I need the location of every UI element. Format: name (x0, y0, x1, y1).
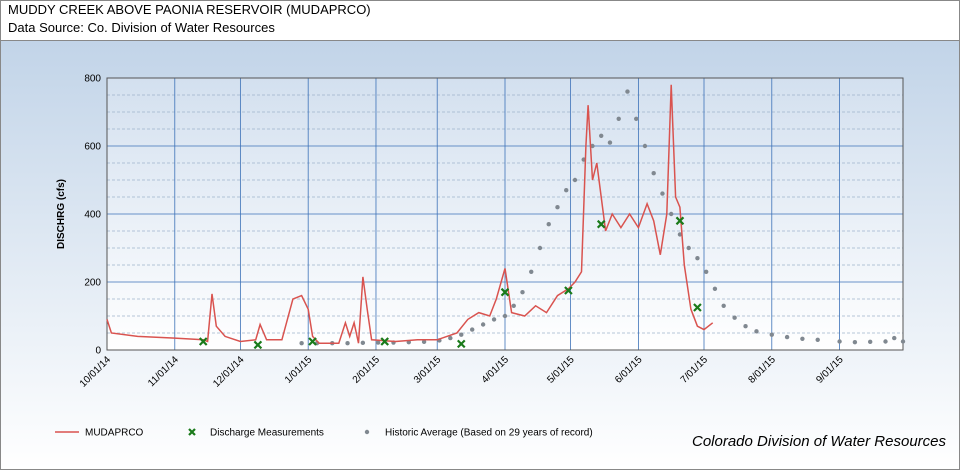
historic-point (469, 327, 475, 332)
header (0, 0, 960, 41)
historic-point (677, 232, 683, 237)
series-line (106, 84, 714, 344)
historic-point (537, 245, 543, 251)
measurement-point (308, 337, 317, 346)
historic-point (572, 177, 578, 183)
historic-point (511, 303, 516, 308)
legend-label: Discharge Measurements (210, 428, 324, 439)
historic-point (529, 269, 534, 274)
chart-title: MUDDY CREEK ABOVE PAONIA RESERVOIR (MUDA… (8, 2, 371, 17)
historic-point (375, 340, 381, 345)
historic-point (686, 245, 691, 251)
historic-point (721, 303, 726, 308)
historic-point (695, 256, 700, 261)
measurement-point (456, 339, 466, 349)
y-tick-label: 400 (84, 210, 101, 221)
historic-point (660, 191, 665, 196)
historic-point (754, 329, 759, 334)
historic-point (900, 339, 906, 344)
measurement-point (693, 303, 702, 312)
historic-point (651, 171, 656, 176)
historic-point (345, 341, 350, 346)
historic-point (800, 336, 805, 341)
historic-point (837, 339, 842, 344)
historic-point (599, 133, 604, 138)
historic-point (784, 334, 790, 340)
measurement-point (380, 337, 390, 346)
historic-point (299, 341, 304, 346)
historic-point (642, 143, 648, 149)
historic-point (867, 339, 873, 345)
historic-point (883, 339, 888, 344)
historic-point (815, 337, 820, 342)
historic-point (360, 340, 366, 346)
historic-point (668, 211, 674, 217)
measurement-point (198, 337, 208, 346)
measurement-point (564, 286, 573, 295)
historic-point (502, 313, 508, 319)
historic-point (634, 116, 639, 122)
y-tick-label: 600 (84, 142, 101, 153)
historic-point (480, 322, 486, 327)
historic-point (448, 335, 453, 341)
historic-point (520, 290, 525, 295)
historic-point (743, 324, 748, 329)
historic-point (590, 143, 595, 149)
y-axis-label: DISCHRG (cfs) (56, 179, 67, 249)
legend-swatch (188, 428, 196, 436)
historic-point (732, 315, 737, 320)
historic-point (852, 339, 858, 345)
historic-point (616, 116, 621, 122)
historic-point (555, 205, 560, 210)
historic-point (769, 332, 774, 337)
historic-point (892, 335, 897, 341)
measurement-point (253, 340, 263, 350)
chart-subtitle: Data Source: Co. Division of Water Resou… (8, 20, 275, 35)
historic-point (625, 89, 630, 94)
historic-point (459, 332, 464, 337)
legend-swatch (364, 429, 370, 435)
historic-point (703, 269, 709, 274)
y-tick-label: 0 (95, 346, 101, 357)
historic-point (491, 317, 497, 322)
historic-point (421, 339, 427, 345)
measurement-point (500, 287, 510, 297)
historic-point (564, 188, 569, 193)
historic-point (546, 222, 551, 227)
measurement-point (675, 216, 685, 226)
historic-point (607, 140, 613, 145)
measurement-point (596, 219, 606, 229)
historic-point (712, 286, 718, 291)
y-tick-label: 800 (84, 74, 101, 85)
y-tick-label: 200 (84, 278, 101, 289)
plot-border (106, 77, 904, 351)
legend-label: MUDAPRCO (85, 428, 144, 439)
legend-label: Historic Average (Based on 29 years of r… (385, 428, 593, 439)
credit: Colorado Division of Water Resources (692, 433, 946, 450)
